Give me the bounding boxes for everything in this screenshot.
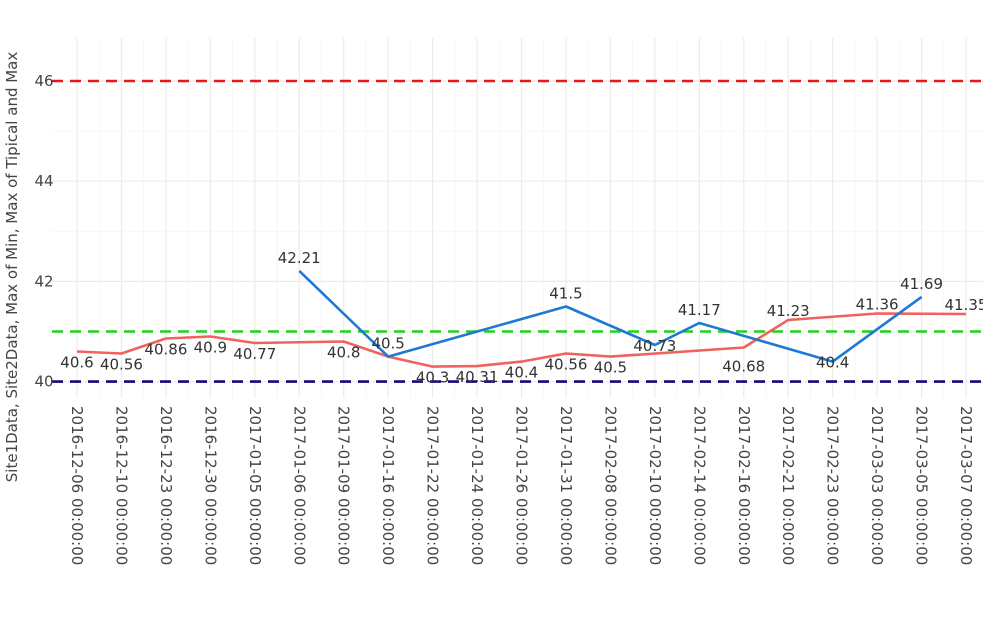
data-label: 41.36: [856, 295, 899, 313]
y-tick-label: 40: [34, 373, 53, 391]
series-line: [298, 269, 923, 363]
data-label: 41.5: [549, 284, 582, 302]
data-label: 40.86: [144, 341, 187, 359]
data-label: 41.23: [767, 302, 810, 320]
x-tick-label: 2016-12-10 00:00:00: [112, 406, 130, 565]
y-axis-title: Site1Data, Site2Data, Max of Min, Max of…: [3, 52, 21, 483]
y-tick-label: 42: [34, 272, 53, 290]
y-axis-ticks: 40 42 44 46: [34, 72, 53, 391]
data-label: 40.4: [505, 364, 538, 382]
data-label: 41.69: [900, 275, 943, 293]
x-tick-label: 2017-02-21 00:00:00: [779, 406, 797, 565]
x-tick-label: 2017-01-22 00:00:00: [424, 406, 442, 565]
data-label: 40.8: [327, 344, 360, 362]
data-label: 40.5: [371, 335, 404, 353]
x-tick-label: 2017-02-16 00:00:00: [735, 406, 753, 565]
data-label: 40.6: [60, 354, 93, 372]
data-label: 40.4: [816, 354, 849, 372]
data-label: 41.17: [678, 301, 721, 319]
x-tick-label: 2017-01-05 00:00:00: [246, 406, 264, 565]
grid: [52, 38, 983, 398]
data-label: 40.56: [544, 356, 587, 374]
data-label: 40.68: [722, 358, 765, 376]
x-tick-label: 2016-12-06 00:00:00: [68, 406, 86, 565]
x-tick-label: 2017-02-14 00:00:00: [690, 406, 708, 565]
x-tick-label: 2017-03-07 00:00:00: [957, 406, 975, 565]
series-lines: [76, 269, 967, 368]
x-tick-label: 2017-01-31 00:00:00: [557, 406, 575, 565]
data-label: 40.9: [194, 339, 227, 357]
x-tick-label: 2017-01-26 00:00:00: [513, 406, 531, 565]
data-label: 40.77: [233, 345, 276, 363]
x-tick-label: 2017-03-05 00:00:00: [913, 406, 931, 565]
data-label: 42.21: [278, 249, 321, 267]
y-tick-label: 46: [34, 72, 53, 90]
x-tick-label: 2017-01-16 00:00:00: [379, 406, 397, 565]
x-tick-label: 2017-02-08 00:00:00: [601, 406, 619, 565]
reference-lines: [52, 79, 983, 383]
x-tick-label: 2017-01-09 00:00:00: [335, 406, 353, 565]
data-label: 40.31: [456, 368, 499, 386]
data-label: 40.5: [594, 359, 627, 377]
x-tick-label: 2017-01-24 00:00:00: [468, 406, 486, 565]
data-label: 40.56: [100, 356, 143, 374]
x-tick-label: 2017-03-03 00:00:00: [868, 406, 886, 565]
x-tick-label: 2017-02-10 00:00:00: [646, 406, 664, 565]
y-tick-label: 44: [34, 172, 53, 190]
data-label: 40.73: [633, 337, 676, 355]
x-tick-label: 2017-01-06 00:00:00: [290, 406, 308, 565]
x-axis-ticks: 2016-12-06 00:00:00 2016-12-10 00:00:00 20…: [68, 406, 975, 565]
x-tick-label: 2016-12-30 00:00:00: [201, 406, 219, 565]
series-line: [76, 312, 967, 368]
data-label: 41.35: [945, 296, 983, 314]
data-label: 40.3: [416, 369, 449, 387]
x-tick-label: 2016-12-23 00:00:00: [157, 406, 175, 565]
x-tick-label: 2017-02-23 00:00:00: [824, 406, 842, 565]
